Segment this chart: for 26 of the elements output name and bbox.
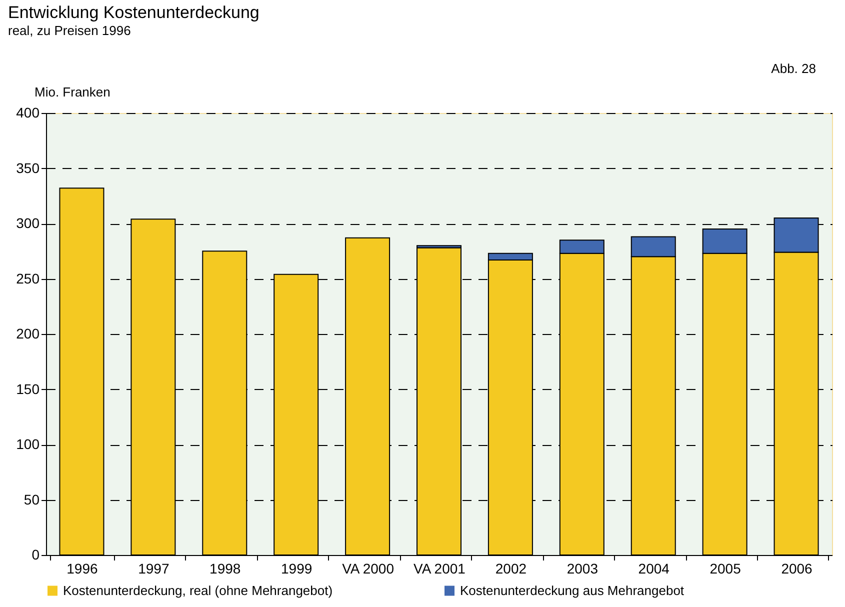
x-tick-label: VA 2000 (342, 560, 394, 576)
x-tick-label: 2002 (495, 560, 527, 576)
x-tick-label: 1998 (210, 560, 241, 576)
y-tick-label: 0 (32, 546, 40, 562)
x-tick-label: 2006 (781, 560, 813, 576)
legend-label: Kostenunterdeckung, real (ohne Mehrangebot) (63, 582, 333, 598)
x-tick-label: VA 2001 (414, 560, 466, 576)
y-tick-label: 50 (24, 491, 40, 508)
x-tick-label: 2004 (638, 560, 670, 576)
chart-title: Entwicklung Kostenunterdeckung (8, 3, 260, 22)
y-tick-label: 250 (16, 270, 40, 286)
x-tick-label: 1999 (281, 560, 312, 576)
x-tick-label: 2003 (566, 560, 598, 576)
y-axis-title: Mio. Franken (34, 84, 110, 100)
y-tick-label: 100 (16, 436, 40, 452)
y-tick-label: 300 (16, 215, 40, 231)
chart-subtitle: real, zu Preisen 1996 (8, 23, 131, 38)
x-tick-label: 1996 (66, 560, 98, 576)
caption: Abb. 28 (771, 61, 816, 76)
y-tick-label: 150 (16, 380, 40, 397)
legend-label: Kostenunterdeckung aus Mehrangebot (460, 582, 684, 598)
x-tick-label: 1997 (138, 560, 170, 576)
y-tick-label: 400 (16, 104, 40, 120)
x-tick-label: 2005 (710, 560, 742, 576)
y-tick-label: 350 (16, 160, 40, 176)
y-tick-label: 200 (16, 326, 40, 342)
